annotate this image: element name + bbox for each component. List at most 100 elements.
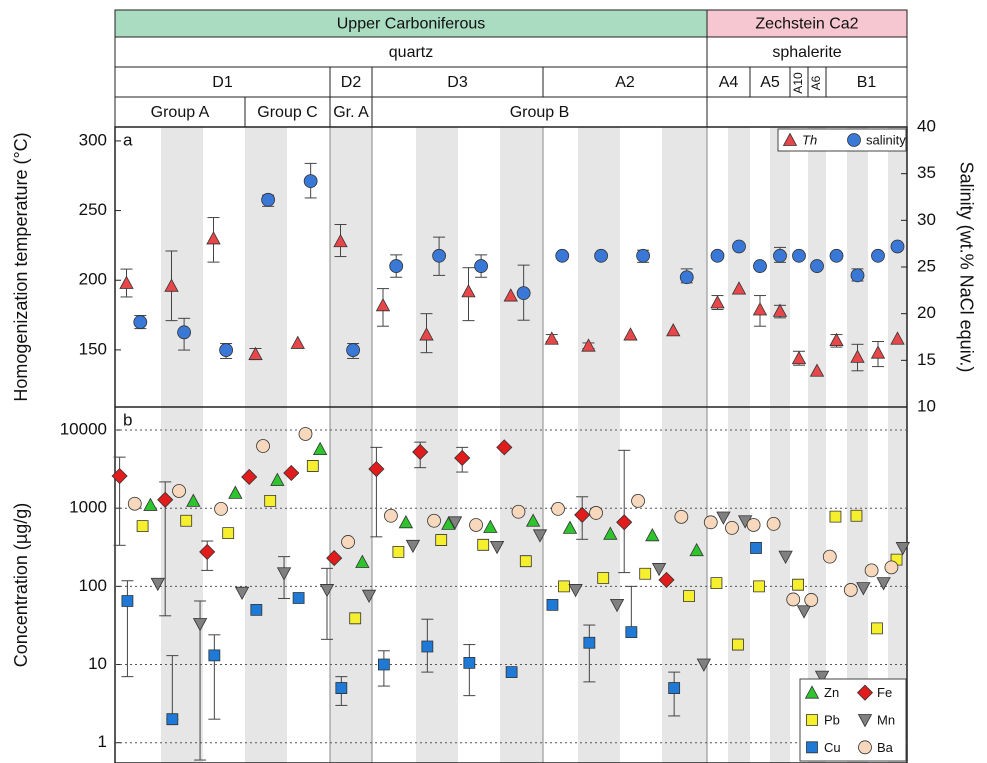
legend-label: Pb xyxy=(824,712,840,727)
point xyxy=(166,713,179,726)
point xyxy=(778,550,793,564)
point xyxy=(725,520,739,535)
point xyxy=(616,514,633,531)
point xyxy=(206,231,221,245)
column-shade xyxy=(847,127,868,763)
point xyxy=(496,439,513,456)
point xyxy=(792,248,806,263)
point xyxy=(645,527,660,542)
point xyxy=(432,248,447,263)
point xyxy=(574,506,591,523)
point xyxy=(405,539,421,554)
point xyxy=(804,593,819,607)
point xyxy=(753,259,767,273)
point xyxy=(133,315,148,329)
point xyxy=(732,638,744,651)
point xyxy=(631,493,645,508)
header-label: A5 xyxy=(760,74,780,91)
point xyxy=(454,449,471,467)
header-label: Gr. A xyxy=(333,104,369,121)
point xyxy=(519,555,532,568)
point xyxy=(623,327,638,341)
point xyxy=(732,239,746,254)
point xyxy=(822,549,837,564)
point xyxy=(312,441,328,456)
point xyxy=(503,288,518,302)
point xyxy=(668,682,681,694)
point xyxy=(412,443,429,461)
point xyxy=(651,563,667,577)
point xyxy=(250,603,263,616)
header-cell xyxy=(542,66,708,98)
point xyxy=(810,259,824,273)
point xyxy=(270,472,285,486)
point xyxy=(447,516,463,530)
point xyxy=(850,268,865,283)
plot-frame xyxy=(114,126,908,763)
point xyxy=(241,468,258,486)
point xyxy=(234,586,250,601)
point xyxy=(658,571,675,588)
header-label: Group A xyxy=(151,104,210,121)
point xyxy=(625,626,638,638)
y-tick-label: 150 xyxy=(79,339,107,358)
point xyxy=(143,497,158,511)
point xyxy=(276,567,292,581)
y2-tick-label: 30 xyxy=(917,210,936,229)
point xyxy=(180,514,193,527)
point xyxy=(157,491,174,508)
point xyxy=(319,584,335,598)
point xyxy=(589,506,603,520)
point xyxy=(489,540,505,555)
header-label: A2 xyxy=(615,74,635,91)
column-shade xyxy=(770,127,790,763)
column-shade xyxy=(161,127,203,763)
point xyxy=(666,323,681,337)
point xyxy=(172,484,186,498)
legend-marker xyxy=(858,740,872,755)
header-label: Group B xyxy=(510,104,570,121)
legend-label: Cu xyxy=(824,740,841,755)
y-axis-title: Concentration (µg/g) xyxy=(11,503,31,667)
point xyxy=(594,248,608,263)
point xyxy=(876,577,891,591)
point xyxy=(389,259,404,273)
header-label: A4 xyxy=(719,74,739,91)
point xyxy=(368,460,385,478)
y-axis-title: Homogenization temperature (°C) xyxy=(11,132,31,401)
point xyxy=(843,583,858,597)
point xyxy=(192,618,208,632)
header-cell xyxy=(706,9,908,38)
point xyxy=(791,350,807,365)
y-tick-label: 300 xyxy=(79,130,107,149)
point xyxy=(884,560,899,575)
point xyxy=(111,467,128,485)
point xyxy=(864,563,879,578)
header-label: quartz xyxy=(389,44,433,61)
point xyxy=(306,460,319,472)
point xyxy=(568,584,583,598)
header-cell xyxy=(706,36,908,68)
column-shade xyxy=(330,127,372,763)
point xyxy=(639,567,652,580)
legend-box xyxy=(777,128,907,152)
header-cell xyxy=(371,66,544,98)
y2-tick-label: 40 xyxy=(917,116,936,135)
y2-tick-label: 20 xyxy=(917,303,936,322)
header-label: D3 xyxy=(447,74,468,91)
point xyxy=(377,658,390,671)
point xyxy=(290,335,305,349)
point xyxy=(829,510,842,523)
point xyxy=(766,516,781,531)
legend-marker xyxy=(782,132,798,146)
point xyxy=(716,511,731,525)
point xyxy=(558,580,570,593)
panel-label: a xyxy=(123,130,133,149)
point xyxy=(292,592,305,604)
y-tick-label: 200 xyxy=(79,270,107,289)
y2-tick-label: 35 xyxy=(917,163,936,182)
legend-marker xyxy=(856,684,874,701)
point xyxy=(710,248,725,263)
header-label: Upper Carboniferous xyxy=(337,16,486,33)
y2-axis-title: Salinity (wt.% NaCl equiv.) xyxy=(956,162,976,373)
